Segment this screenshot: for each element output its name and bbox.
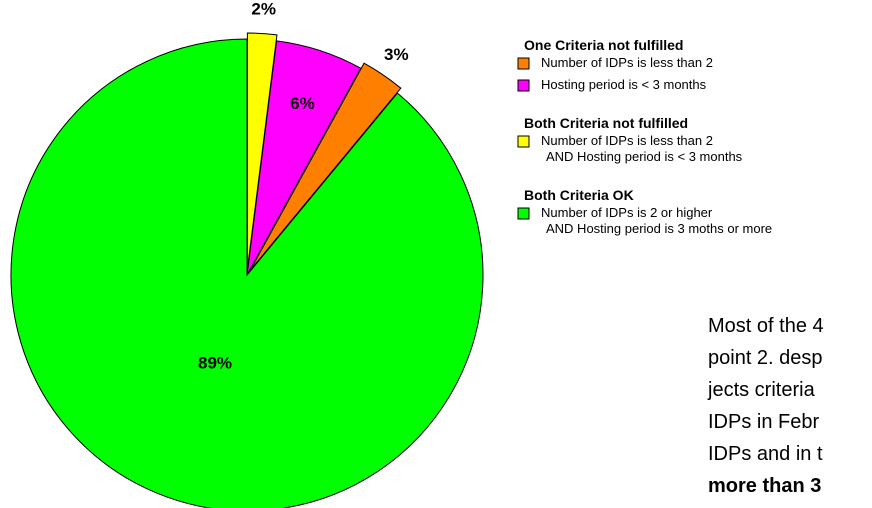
note-line: jects criteria bbox=[707, 379, 816, 401]
pie-slice bbox=[249, 62, 402, 271]
legend-label: Hosting period is < 3 months bbox=[541, 77, 707, 92]
data-label: 6% bbox=[290, 94, 315, 113]
note-line: Most of the 4 bbox=[708, 315, 824, 337]
legend-label: AND Hosting period is 3 moths or more bbox=[546, 221, 772, 236]
legend-heading: Both Criteria not fulfilled bbox=[524, 115, 688, 131]
legend-swatch bbox=[517, 135, 530, 148]
legend-label: AND Hosting period is < 3 months bbox=[546, 149, 743, 164]
pie-slice bbox=[10, 38, 484, 508]
legend-swatch bbox=[517, 79, 530, 92]
legend-label: Number of IDPs is less than 2 bbox=[541, 55, 713, 70]
pie-slice bbox=[246, 40, 362, 276]
legend-swatch bbox=[517, 57, 530, 70]
data-label: 89% bbox=[198, 353, 232, 372]
note-line: point 2. desp bbox=[708, 347, 823, 369]
legend-heading: One Criteria not fulfilled bbox=[524, 37, 683, 53]
data-label: 2% bbox=[251, 0, 276, 18]
legend-heading: Both Criteria OK bbox=[524, 187, 634, 203]
note-line-bold: more than 3 bbox=[708, 475, 821, 497]
note-line: IDPs in Febr bbox=[708, 411, 819, 433]
legend-swatch bbox=[517, 207, 530, 220]
legend-label: Number of IDPs is less than 2 bbox=[541, 133, 713, 148]
note-line: IDPs and in t bbox=[708, 443, 823, 465]
data-label: 3% bbox=[384, 45, 409, 64]
legend-label: Number of IDPs is 2 or higher bbox=[541, 205, 713, 220]
